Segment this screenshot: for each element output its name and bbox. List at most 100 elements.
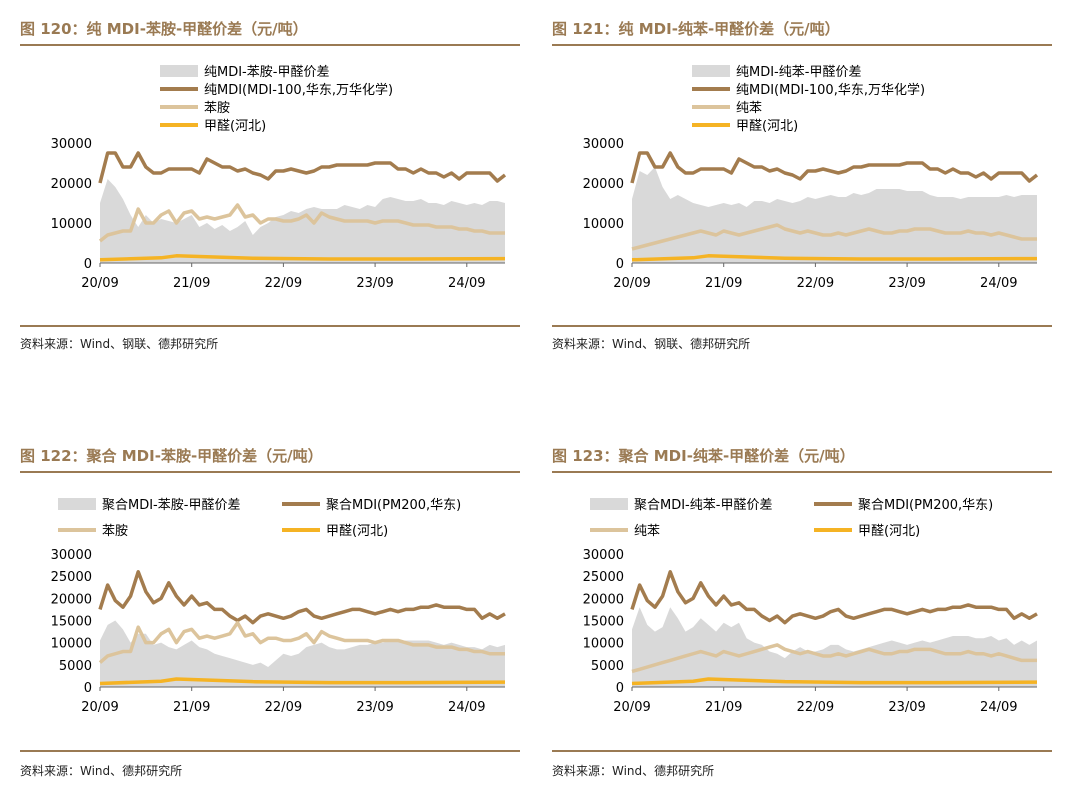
- title-rule: [552, 44, 1052, 46]
- legend: 聚合MDI-纯苯-甲醛价差 聚合MDI(PM200,华东) 纯苯 甲醛(河北): [590, 497, 993, 539]
- y-tick-label: 5000: [59, 659, 92, 674]
- x-tick-label: 21/09: [173, 276, 210, 291]
- legend-label: 纯MDI(MDI-100,华东,万华化学): [204, 82, 393, 98]
- source-rule: [20, 325, 520, 327]
- legend-item: 甲醛(河北): [692, 118, 798, 134]
- series-line: [631, 643, 1037, 674]
- x-tick-label: 24/09: [448, 700, 485, 715]
- figure-title: 图 123：聚合 MDI-纯苯-甲醛价差（元/吨）: [552, 447, 855, 465]
- y-tick-label: 15000: [51, 615, 92, 630]
- legend-item: 苯胺: [58, 524, 128, 539]
- x-tick-label: 20/09: [81, 700, 118, 715]
- x-tick-label: 23/09: [888, 700, 925, 715]
- x-tick-label: 20/09: [613, 700, 650, 715]
- y-tick-label: 20000: [51, 592, 92, 607]
- series-area: [100, 179, 505, 263]
- y-tick-label: 20000: [583, 177, 624, 192]
- x-tick-label: 23/09: [888, 276, 925, 291]
- series-line: [98, 569, 506, 625]
- series-area: [632, 167, 1037, 263]
- series-line: [631, 223, 1037, 251]
- x-tick-label: 22/09: [265, 700, 302, 715]
- legend-label: 苯胺: [102, 524, 128, 539]
- legend-label: 聚合MDI-纯苯-甲醛价差: [634, 497, 772, 513]
- x-tick-label: 24/09: [448, 276, 485, 291]
- x-tick-label: 21/09: [705, 700, 742, 715]
- chart-panel-122: 图 122：聚合 MDI-苯胺-甲醛价差（元/吨） 聚合MDI-苯胺-甲醛价差聚…: [20, 442, 520, 787]
- x-tick-label: 21/09: [173, 700, 210, 715]
- legend-item: 聚合MDI(PM200,华东): [282, 498, 461, 513]
- x-tick-label: 23/09: [356, 276, 393, 291]
- legend-item: 甲醛(河北): [814, 523, 920, 539]
- series-line: [630, 151, 1039, 184]
- chart-panel-123: 图 123：聚合 MDI-纯苯-甲醛价差（元/吨） 聚合MDI-纯苯-甲醛价差聚…: [552, 442, 1052, 787]
- y-tick-label: 15000: [583, 615, 624, 630]
- legend-label: 纯苯: [634, 524, 660, 539]
- legend-item: 聚合MDI-苯胺-甲醛价差: [58, 497, 240, 513]
- y-tick-label: 10000: [51, 637, 92, 652]
- y-tick-label: 10000: [51, 217, 92, 232]
- legend-item: 纯苯: [590, 524, 660, 539]
- chart-panel-121: 图 121：纯 MDI-纯苯-甲醛价差（元/吨） 纯MDI-纯苯-甲醛价差 纯MD…: [552, 15, 1052, 360]
- title-rule: [20, 44, 520, 46]
- legend-label: 苯胺: [204, 101, 230, 116]
- legend-label: 甲醛(河北): [858, 523, 920, 539]
- source-note: 资料来源：Wind、钢联、德邦研究所: [20, 337, 219, 351]
- source-note: 资料来源：Wind、钢联、德邦研究所: [552, 337, 751, 351]
- legend-swatch: [590, 498, 628, 510]
- figure-title: 图 122：聚合 MDI-苯胺-甲醛价差（元/吨）: [20, 447, 323, 465]
- x-tick-label: 22/09: [797, 700, 834, 715]
- legend-label: 纯苯: [736, 101, 762, 116]
- series-area: [100, 620, 505, 687]
- legend-label: 聚合MDI(PM200,华东): [858, 498, 993, 513]
- legend-item: 纯MDI(MDI-100,华东,万华化学): [160, 82, 393, 98]
- series-line: [98, 151, 507, 184]
- chart-svg: 聚合MDI-苯胺-甲醛价差 聚合MDI(PM200,华东) 苯胺 甲醛(河北) 0 500…: [51, 497, 506, 715]
- y-tick-label: 20000: [583, 592, 624, 607]
- series-area: [632, 607, 1037, 687]
- legend: 聚合MDI-苯胺-甲醛价差 聚合MDI(PM200,华东) 苯胺 甲醛(河北): [58, 497, 461, 539]
- series-line: [99, 677, 506, 686]
- y-tick-label: 0: [616, 681, 624, 696]
- legend-swatch: [160, 65, 198, 77]
- legend-label: 纯MDI-苯胺-甲醛价差: [204, 64, 329, 80]
- y-tick-label: 30000: [51, 548, 92, 563]
- series-line: [98, 203, 505, 243]
- legend-item: 甲醛(河北): [282, 523, 388, 539]
- source-rule: [552, 325, 1052, 327]
- y-tick-label: 0: [84, 681, 92, 696]
- legend-label: 甲醛(河北): [204, 118, 266, 134]
- x-tick-label: 21/09: [705, 276, 742, 291]
- figure-title: 图 121：纯 MDI-纯苯-甲醛价差（元/吨）: [552, 20, 840, 38]
- y-tick-label: 30000: [51, 137, 92, 152]
- source-note: 资料来源：Wind、德邦研究所: [20, 764, 183, 778]
- x-tick-label: 23/09: [356, 700, 393, 715]
- y-tick-label: 5000: [591, 659, 624, 674]
- x-tick-label: 24/09: [980, 700, 1017, 715]
- series-line: [631, 677, 1038, 686]
- x-tick-label: 20/09: [81, 276, 118, 291]
- legend-item: 聚合MDI-纯苯-甲醛价差: [590, 497, 772, 513]
- legend-item: 纯MDI(MDI-100,华东,万华化学): [692, 82, 925, 98]
- series-line: [631, 254, 1038, 262]
- y-tick-label: 30000: [583, 137, 624, 152]
- y-tick-label: 10000: [583, 217, 624, 232]
- legend-label: 甲醛(河北): [736, 118, 798, 134]
- chart-svg: 聚合MDI-纯苯-甲醛价差 聚合MDI(PM200,华东) 纯苯 甲醛(河北) 0 500…: [583, 497, 1038, 715]
- chart-panel-120: 图 120：纯 MDI-苯胺-甲醛价差（元/吨） 纯MDI-苯胺-甲醛价差 纯MD…: [20, 15, 520, 360]
- legend-swatch: [58, 498, 96, 510]
- y-tick-label: 25000: [583, 570, 624, 585]
- legend-item: 纯MDI-苯胺-甲醛价差: [160, 64, 329, 80]
- source-note: 资料来源：Wind、德邦研究所: [552, 764, 715, 778]
- y-tick-label: 0: [616, 257, 624, 272]
- figure-title: 图 120：纯 MDI-苯胺-甲醛价差（元/吨）: [20, 20, 308, 38]
- x-tick-label: 22/09: [265, 276, 302, 291]
- series-line: [98, 620, 505, 664]
- legend-item: 甲醛(河北): [160, 118, 266, 134]
- legend-swatch: [692, 65, 730, 77]
- series-line: [99, 254, 506, 262]
